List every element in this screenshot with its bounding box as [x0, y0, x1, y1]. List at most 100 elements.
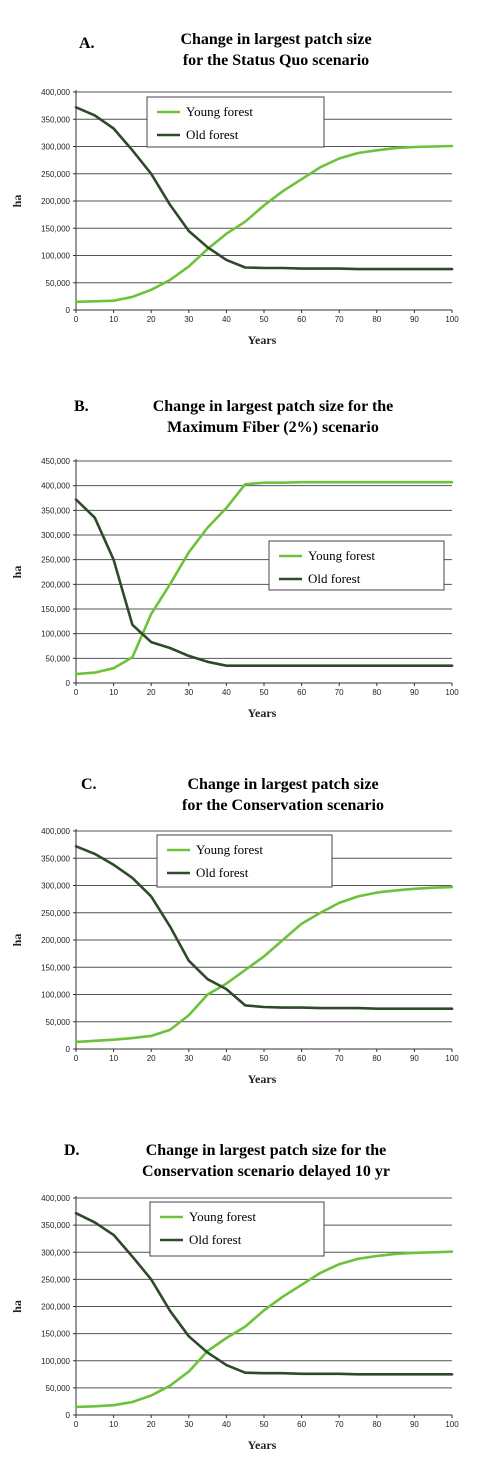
y-tick-label: 100,000: [41, 1357, 70, 1366]
x-axis-label: Years: [248, 706, 277, 720]
x-tick-label: 100: [445, 1054, 459, 1063]
y-tick-label: 50,000: [46, 279, 71, 288]
x-tick-label: 20: [147, 1054, 156, 1063]
x-tick-label: 50: [260, 688, 269, 697]
x-tick-label: 80: [372, 688, 381, 697]
x-tick-label: 10: [109, 1054, 118, 1063]
y-tick-label: 150,000: [41, 605, 70, 614]
legend-box: [149, 1201, 325, 1257]
x-tick-label: 100: [445, 688, 459, 697]
x-tick-label: 90: [410, 688, 419, 697]
x-tick-label: 10: [109, 1420, 118, 1429]
line-chart-a: 0 50,000 100,000 150,000 200,000 250,000 300,0…: [10, 88, 459, 347]
chart-title-line-1: Change in largest patch size for the: [145, 1142, 387, 1159]
y-tick-label: 400,000: [41, 482, 70, 491]
x-tick-label: 30: [184, 1420, 193, 1429]
x-tick-label: 0: [74, 1420, 79, 1429]
y-tick-label: 200,000: [41, 197, 70, 206]
x-tick-label: 70: [335, 1054, 344, 1063]
y-tick-label: 300,000: [41, 1248, 70, 1257]
y-tick-label: 450,000: [41, 457, 70, 466]
x-tick-label: 100: [445, 315, 459, 324]
y-tick-label: 250,000: [41, 1275, 70, 1284]
y-tick-label: 150,000: [41, 1330, 70, 1339]
x-tick-label: 90: [410, 315, 419, 324]
y-tick-label: 300,000: [41, 882, 70, 891]
y-tick-label: 400,000: [41, 88, 70, 97]
x-tick-label: 40: [222, 315, 231, 324]
legend-label-young-forest: Young forest: [308, 548, 375, 563]
legend-box: [146, 96, 325, 148]
y-tick-label: 150,000: [41, 224, 70, 233]
series-line-old-forest: [74, 498, 454, 668]
x-tick-label: 70: [335, 688, 344, 697]
y-tick-label: 400,000: [41, 827, 70, 836]
legend-label-young-forest: Young forest: [186, 104, 253, 119]
y-tick-label: 200,000: [41, 1303, 70, 1312]
x-tick-label: 0: [74, 1054, 79, 1063]
legend: Young forest Old forest: [156, 834, 333, 888]
legend-box: [268, 540, 445, 591]
y-tick-label: 0: [66, 1411, 71, 1420]
legend: Young forest Old forest: [268, 540, 445, 591]
y-tick-label: 350,000: [41, 115, 70, 124]
legend: Young forest Old forest: [149, 1201, 325, 1257]
y-axis-label: ha: [10, 566, 24, 579]
x-tick-label: 50: [260, 315, 269, 324]
x-tick-label: 80: [372, 315, 381, 324]
x-axis-label: Years: [248, 1438, 277, 1452]
legend: Young forest Old forest: [146, 96, 325, 148]
x-tick-label: 60: [297, 1420, 306, 1429]
y-tick-label: 350,000: [41, 1221, 70, 1230]
x-tick-label: 40: [222, 688, 231, 697]
x-tick-label: 10: [109, 688, 118, 697]
y-tick-label: 300,000: [41, 143, 70, 152]
chart-title-line-1: Change in largest patch size: [180, 31, 372, 48]
x-tick-label: 50: [260, 1054, 269, 1063]
x-axis-label: Years: [248, 333, 277, 347]
x-axis-label: Years: [248, 1072, 277, 1086]
y-tick-label: 100,000: [41, 630, 70, 639]
x-tick-label: 60: [297, 688, 306, 697]
panel-letter: A.: [79, 35, 95, 52]
y-tick-label: 50,000: [46, 654, 71, 663]
y-tick-label: 50,000: [46, 1018, 71, 1027]
x-tick-label: 70: [335, 315, 344, 324]
y-tick-label: 250,000: [41, 909, 70, 918]
panel-letter: B.: [74, 398, 89, 415]
chart-panel-d: D. Change in largest patch size for the …: [0, 1107, 500, 1476]
y-tick-label: 0: [66, 679, 71, 688]
chart-panel-c: C. Change in largest patch size for the …: [0, 738, 500, 1107]
legend-box: [156, 834, 333, 888]
y-axis-label: ha: [10, 195, 24, 208]
y-tick-label: 200,000: [41, 580, 70, 589]
x-tick-label: 80: [372, 1054, 381, 1063]
chart-title-line-1: Change in largest patch size: [187, 776, 379, 793]
y-axis-label: ha: [10, 934, 24, 947]
x-tick-label: 20: [147, 1420, 156, 1429]
x-tick-label: 90: [410, 1054, 419, 1063]
chart-title-line-1: Change in largest patch size for the: [152, 398, 394, 415]
x-tick-label: 20: [147, 315, 156, 324]
legend-label-old-forest: Old forest: [189, 1232, 242, 1247]
legend-label-old-forest: Old forest: [308, 571, 361, 586]
series-line-old-forest: [74, 1211, 454, 1376]
series-line-old-forest: [74, 845, 454, 1011]
y-axis-label: ha: [10, 1300, 24, 1313]
y-tick-label: 250,000: [41, 556, 70, 565]
x-tick-label: 20: [147, 688, 156, 697]
y-tick-label: 0: [66, 1045, 71, 1054]
line-chart-b: 0 50,000 100,000 150,000 200,000 250,000 300,0…: [10, 457, 459, 720]
y-tick-label: 400,000: [41, 1194, 70, 1203]
x-tick-label: 70: [335, 1420, 344, 1429]
x-tick-label: 90: [410, 1420, 419, 1429]
series-line-young-forest: [74, 1250, 454, 1409]
series-line-young-forest: [74, 144, 454, 304]
x-tick-label: 50: [260, 1420, 269, 1429]
y-tick-label: 350,000: [41, 854, 70, 863]
y-tick-label: 150,000: [41, 963, 70, 972]
chart-panel-a: A. Change in largest patch size for the …: [0, 0, 500, 369]
series-line-young-forest: [74, 885, 454, 1044]
x-tick-label: 0: [74, 688, 79, 697]
panel-letter: C.: [81, 776, 97, 793]
